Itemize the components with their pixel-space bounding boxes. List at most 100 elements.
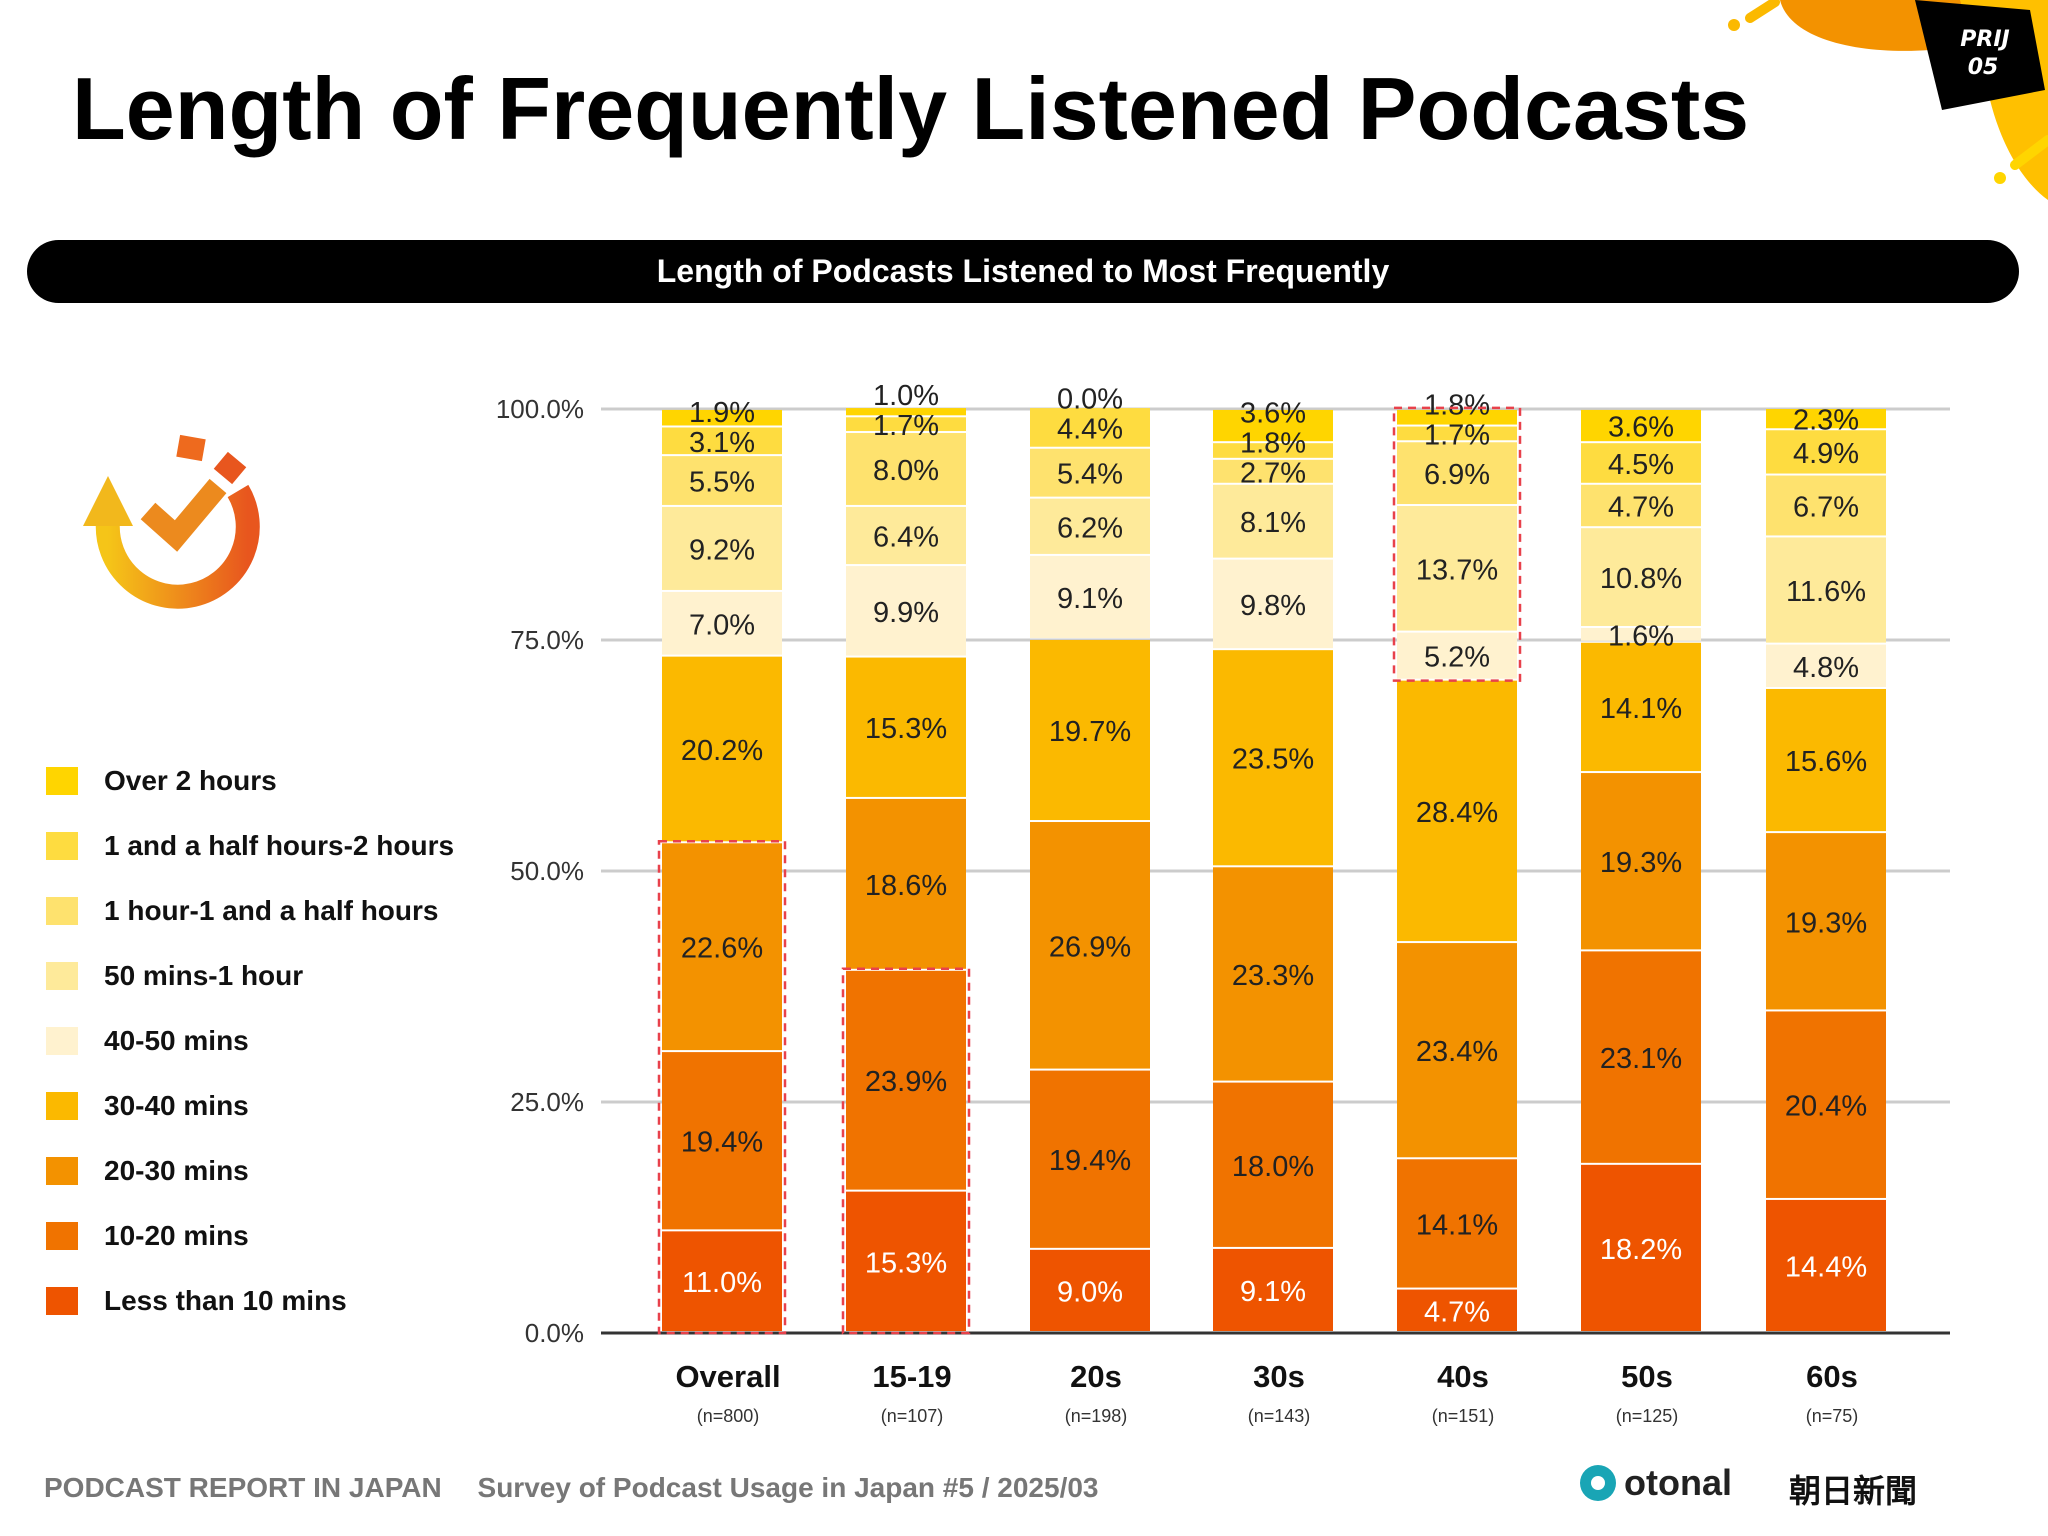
chart-legend: Over 2 hours 1 and a half hours-2 hours 1 … [46,748,454,1333]
bar-segment [1766,833,1886,1010]
data-label: 13.7% [1416,554,1498,586]
legend-item: 50 mins-1 hour [46,943,454,1008]
data-label: 18.6% [865,870,947,902]
data-label: 3.6% [1240,397,1306,429]
y-tick-label: 25.0% [510,1087,584,1117]
data-label: 18.0% [1232,1151,1314,1183]
highlight-box [1392,406,1522,682]
y-tick-label: 100.0% [496,394,584,424]
data-label: 20.2% [681,735,763,767]
data-label: 3.1% [689,427,755,459]
data-label: 4.7% [1608,491,1674,523]
bar-segment [662,506,782,590]
legend-swatch [46,1156,78,1185]
data-label: 8.1% [1240,507,1306,539]
data-label: 7.0% [689,609,755,641]
bar-segment [1581,1164,1701,1331]
data-label: 11.6% [1786,576,1866,608]
bar-segment [1581,528,1701,626]
bar-segment [1213,409,1333,442]
bar-segment [846,798,966,969]
legend-label: 1 hour-1 and a half hours [104,894,439,926]
x-sample-size-label: (n=143) [1248,1406,1311,1426]
legend-item: 40-50 mins [46,1008,454,1073]
legend-swatch [46,766,78,795]
bar-segment [1397,632,1517,679]
bar-segment [1766,644,1886,687]
bar-segment [1581,443,1701,483]
bar-segment [1397,442,1517,505]
data-label: 23.1% [1600,1043,1682,1075]
data-label: 3.6% [1608,412,1674,444]
highlight-box [657,840,787,1335]
legend-swatch [46,1026,78,1055]
bar-segment [1030,640,1150,821]
bar-segment [1397,409,1517,425]
bar-segment [1766,537,1886,643]
bar-segment [662,656,782,842]
bar-segment [1766,409,1886,429]
corner-decoration: PRIJ 05 [1728,0,2048,200]
data-label: 19.3% [1600,847,1682,879]
bar-segment [846,417,966,432]
data-label: 19.4% [681,1127,763,1159]
y-tick-label: 50.0% [510,856,584,886]
highlight-box [841,967,971,1335]
data-label: 28.4% [1416,797,1498,829]
legend-item: Over 2 hours [46,748,454,813]
bar-segment [662,591,782,655]
footer-report: PODCAST REPORT IN JAPAN [44,1472,442,1503]
data-label: 15.3% [865,713,947,745]
x-category-label: 20s [1070,1359,1122,1394]
data-label: 1.8% [1240,427,1306,459]
data-label: 1.7% [1424,419,1490,451]
chart-title-banner: Length of Podcasts Listened to Most Freq… [27,240,2019,303]
bar-segment [662,1231,782,1331]
badge-text: 05 [1968,55,1999,80]
x-category-label: 30s [1253,1359,1305,1394]
footer-survey: Survey of Podcast Usage in Japan #5 / 20… [477,1472,1099,1503]
bar-segment [846,970,966,1190]
bar-segment [846,433,966,505]
data-label: 9.1% [1057,583,1123,615]
data-label: 20.4% [1785,1091,1867,1123]
data-label: 23.4% [1416,1036,1498,1068]
data-label: 0.0% [1057,383,1123,415]
bar-segment [1213,1248,1333,1331]
legend-item: 1 and a half hours-2 hours [46,813,454,878]
bar-segment [1581,642,1701,772]
legend-item: 30-40 mins [46,1073,454,1138]
legend-label: 40-50 mins [104,1024,249,1056]
data-label: 2.3% [1793,405,1859,437]
data-label: 22.6% [681,933,763,965]
data-label: 1.8% [1424,389,1490,421]
data-label: 6.9% [1424,459,1490,491]
bar-segment [1581,409,1701,442]
bar-segment [1766,1199,1886,1331]
x-category-label: Overall [675,1359,780,1394]
data-label: 4.5% [1608,449,1674,481]
legend-label: 30-40 mins [104,1089,249,1121]
footer: PODCAST REPORT IN JAPAN Survey of Podcas… [44,1472,1127,1504]
bar-segment [1030,1070,1150,1248]
bar-segment [1397,506,1517,631]
x-category-label: 50s [1621,1359,1673,1394]
bar-segment [662,1052,782,1230]
data-label: 1.6% [1608,620,1674,652]
data-label: 6.7% [1793,491,1859,523]
legend-label: 1 and a half hours-2 hours [104,829,455,861]
data-label: 9.9% [873,597,939,629]
data-label: 10.8% [1600,563,1682,595]
data-label: 5.5% [689,467,755,499]
x-sample-size-label: (n=75) [1806,1406,1859,1426]
bar-segment [1213,1082,1333,1247]
data-label: 14.4% [1785,1251,1867,1283]
bar-segment [846,1191,966,1331]
legend-item: 10-20 mins [46,1203,454,1268]
data-label: 1.9% [689,397,755,429]
asahi-logo: 朝日新聞 [1789,1472,1918,1510]
data-label: 4.4% [1057,413,1123,445]
data-label: 6.4% [873,522,939,554]
legend-label: Over 2 hours [104,764,277,796]
data-label: 4.8% [1793,652,1859,684]
